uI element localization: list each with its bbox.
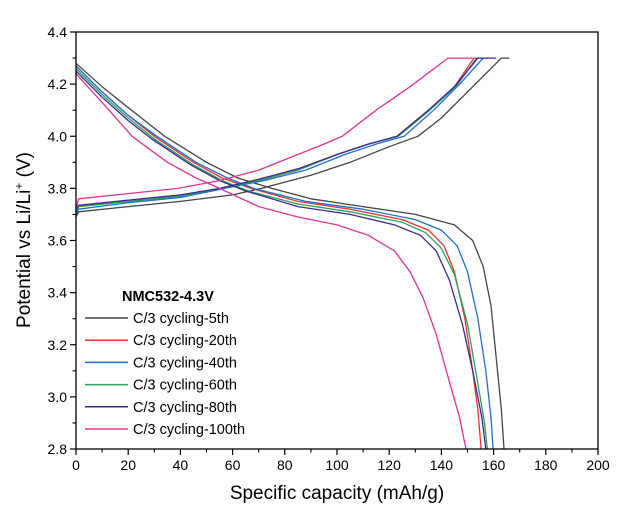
charge-curve <box>75 57 473 210</box>
legend-label: C/3 cycling-60th <box>133 378 237 394</box>
legend-label: C/3 cycling-20th <box>133 333 237 349</box>
x-axis-title: Specific capacity (mAh/g) <box>230 483 444 504</box>
discharge-curve <box>75 62 505 450</box>
legend-label: C/3 cycling-40th <box>133 355 237 371</box>
legend-item: C/3 cycling-80th <box>85 400 237 416</box>
plot-frame <box>75 31 599 450</box>
discharge-curve <box>75 70 487 450</box>
y-tick-label: 4.2 <box>48 76 68 92</box>
x-tick-label: 80 <box>277 457 293 473</box>
y-tick-label: 3.0 <box>48 389 68 405</box>
discharge-curve <box>75 73 467 450</box>
x-tick-label: 200 <box>586 457 610 473</box>
legend-item: C/3 cycling-40th <box>85 355 237 371</box>
legend: NMC532-4.3V C/3 cycling-5th C/3 cycling-2… <box>85 289 245 438</box>
legend-title: NMC532-4.3V <box>122 289 214 305</box>
discharge-curve <box>75 65 482 450</box>
plot-curves <box>75 57 510 450</box>
y-tick-label: 3.2 <box>48 337 68 353</box>
x-tick-label: 60 <box>225 457 241 473</box>
legend-item: C/3 cycling-100th <box>85 422 245 438</box>
y-tick-label: 2.8 <box>48 441 68 457</box>
charge-curve <box>75 57 510 218</box>
y-tick-label: 4.4 <box>48 24 68 40</box>
y-tick-label: 3.4 <box>48 285 68 301</box>
series-6 <box>75 57 473 450</box>
legend-label: C/3 cycling-80th <box>133 400 237 416</box>
x-tick-label: 180 <box>534 457 558 473</box>
discharge-curve <box>75 68 488 450</box>
x-tick-label: 120 <box>378 457 402 473</box>
legend-label: C/3 cycling-5th <box>133 311 229 327</box>
x-tick-label: 20 <box>120 457 136 473</box>
series-3 <box>75 57 494 450</box>
series-1 <box>75 57 510 450</box>
y-axis-title: Potential vs Li/Li+ (V) <box>12 152 35 328</box>
legend-label: C/3 cycling-100th <box>133 422 245 438</box>
x-tick-label: 160 <box>482 457 506 473</box>
legend-item: C/3 cycling-5th <box>85 311 229 327</box>
x-tick-label: 40 <box>173 457 189 473</box>
x-tick-label: 100 <box>325 457 349 473</box>
charge-curve <box>75 57 489 215</box>
series-5 <box>75 57 497 450</box>
y-tick-label: 4.0 <box>48 128 68 144</box>
legend-item: C/3 cycling-20th <box>85 333 237 349</box>
y-axis-title-sup: + <box>12 183 26 190</box>
y-tick-label: 3.8 <box>48 180 68 196</box>
axis-ticks: 0 20 40 60 80 100 120 140 160 180 200 2.8 3.0 3.2 3.4 3… <box>48 24 610 473</box>
x-tick-label: 0 <box>72 457 80 473</box>
charge-curve <box>75 57 497 210</box>
legend-item: C/3 cycling-60th <box>85 378 237 394</box>
x-tick-label: 140 <box>430 457 454 473</box>
discharge-curve <box>75 65 494 450</box>
y-tick-label: 3.6 <box>48 233 68 249</box>
